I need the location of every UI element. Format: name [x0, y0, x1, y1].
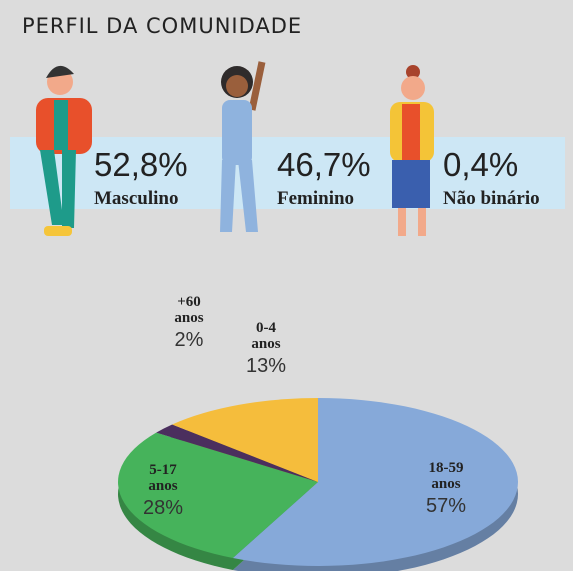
slice-label: anos	[148, 478, 177, 494]
slice-value-label: 13%	[246, 355, 286, 377]
gender-value: 0,4%	[443, 146, 518, 183]
nonbinary-figure	[390, 65, 434, 236]
slice-value-label: 28%	[143, 497, 183, 519]
slice-label: 5-17	[149, 462, 177, 478]
slice-label: 0-4	[256, 320, 276, 336]
slice-label: anos	[174, 310, 203, 326]
gender-label: Feminino	[277, 188, 354, 209]
slice-value-label: 2%	[175, 329, 204, 351]
slice-label: anos	[431, 476, 460, 492]
slice-value-label: 57%	[426, 495, 466, 517]
title: PERFIL DA COMUNIDADE	[22, 14, 302, 38]
slice-label: 18-59	[429, 460, 464, 476]
slice-label: anos	[251, 336, 280, 352]
gender-band	[10, 137, 565, 209]
gender-label: Não binário	[443, 188, 540, 209]
slice-label: +60	[177, 294, 201, 310]
woman-figure	[220, 61, 266, 232]
pie-slice	[232, 398, 518, 566]
pie-chart: 18-59anos57%5-17anos28%+60anos2%0-4anos1…	[117, 294, 518, 571]
pie-slice	[172, 398, 318, 482]
pie-slice	[117, 432, 318, 559]
man-figure	[36, 65, 92, 236]
gender-value: 52,8%	[94, 146, 188, 183]
gender-value: 46,7%	[277, 146, 371, 183]
gender-stats: 52,8% Masculino 46,7% Feminino 0,4% Não binár…	[94, 146, 540, 209]
pie-slice	[156, 424, 318, 482]
gender-label: Masculino	[94, 188, 178, 209]
